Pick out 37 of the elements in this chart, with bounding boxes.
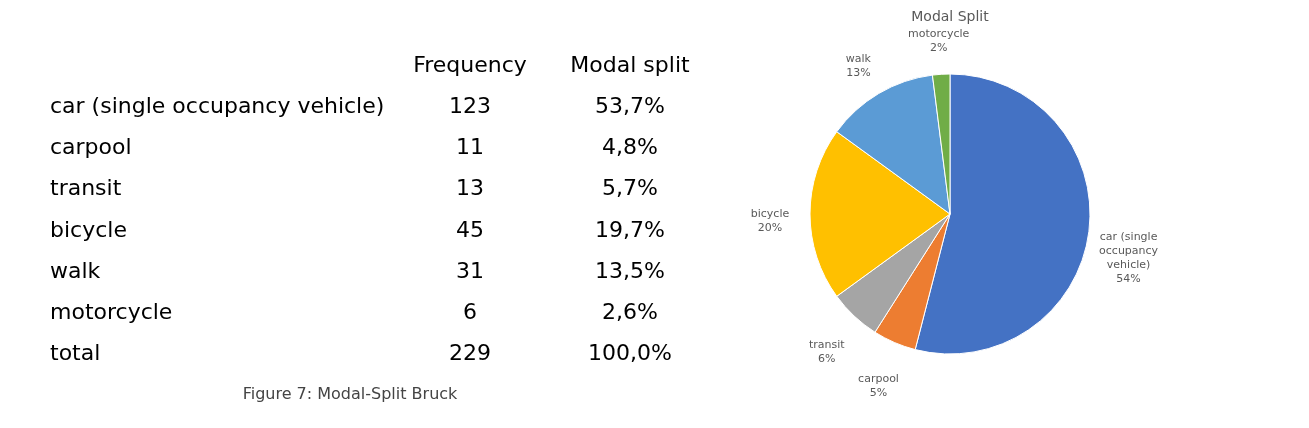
data-label: 5% <box>869 386 888 400</box>
data-label: 45 <box>456 216 484 242</box>
category-label: walk <box>50 257 101 283</box>
data-label: 54% <box>1116 271 1141 285</box>
data-label: 20% <box>757 221 783 234</box>
data-label: 53,7% <box>595 92 665 118</box>
data-label: 11 <box>456 134 484 160</box>
slice-label: walk <box>845 52 872 66</box>
slice-label: bicycle <box>750 207 790 220</box>
slice-label: carpool <box>858 372 899 386</box>
data-label: 100,0% <box>588 340 672 366</box>
chart-title: Modal Split <box>911 8 990 25</box>
slice-label: car (single occupancy vehicle) <box>1099 229 1159 271</box>
data-label: 13% <box>846 66 871 80</box>
slice-label: transit <box>808 338 846 352</box>
category-label: transit <box>50 175 122 201</box>
slice-label: motorcycle <box>908 27 970 41</box>
category-label: motorcycle <box>50 299 173 325</box>
text: Frequency <box>413 51 527 77</box>
data-label: 6 <box>463 299 477 325</box>
data-label: 4,8% <box>602 134 658 160</box>
data-label: 123 <box>449 92 491 118</box>
data-label: 19,7% <box>595 216 665 242</box>
category-label: bicycle <box>50 216 127 242</box>
text: Modal split <box>570 51 690 77</box>
data-label: 13,5% <box>595 257 665 283</box>
category-label: total <box>50 340 101 366</box>
data-label: 6% <box>818 352 836 366</box>
category-label: car (single occupancy vehicle) <box>50 92 385 118</box>
data-label: 31 <box>456 257 484 283</box>
data-label: 2,6% <box>602 299 658 325</box>
caption: Figure 7: Modal-Split Bruck <box>242 384 459 403</box>
data-label: 2% <box>929 41 948 55</box>
data-label: 13 <box>456 175 484 201</box>
data-label: 5,7% <box>602 175 658 201</box>
category-label: carpool <box>50 134 132 160</box>
data-label: 229 <box>449 340 491 366</box>
